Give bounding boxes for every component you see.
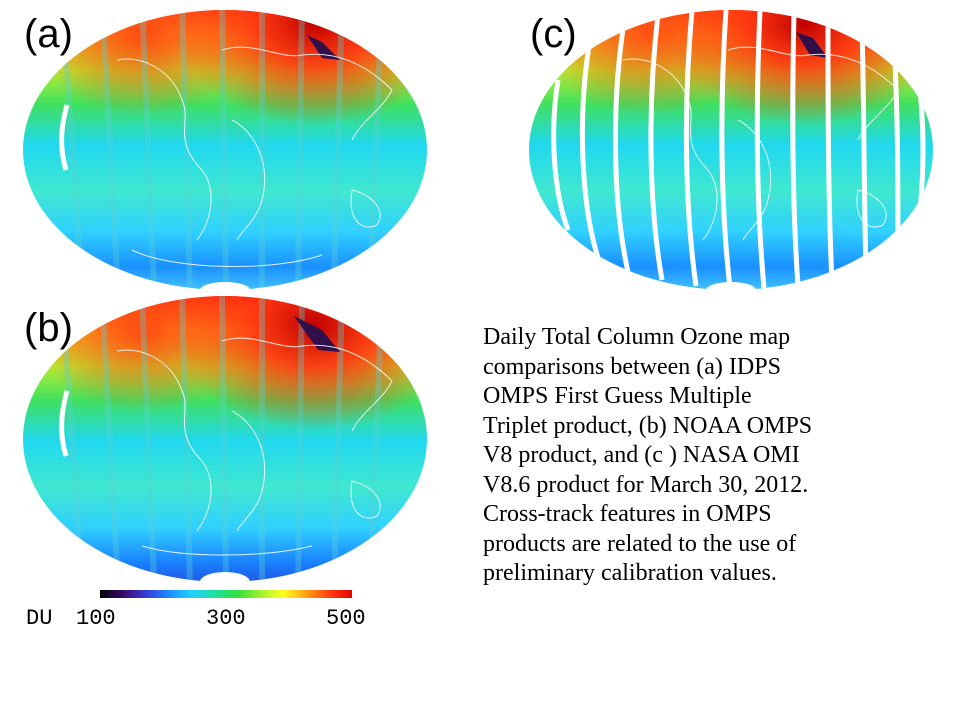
caption-line: comparisons between (a) IDPS bbox=[483, 353, 781, 380]
colorbar-tick-max: 500 bbox=[326, 606, 366, 631]
ozone-map-a bbox=[23, 10, 427, 290]
caption-line: products are related to the use of bbox=[483, 530, 797, 557]
caption-line: Cross-track features in OMPS bbox=[483, 501, 772, 527]
colorbar-tick-mid: 300 bbox=[206, 606, 246, 631]
colorbar-unit-label: DU bbox=[26, 606, 53, 631]
panel-c-label: (c) bbox=[530, 12, 577, 56]
caption-line: Triplet product, (b) NOAA OMPS bbox=[483, 412, 813, 439]
panel-a-label: (a) bbox=[24, 12, 73, 56]
caption-line: Daily Total Column Ozone map bbox=[483, 324, 791, 350]
colorbar bbox=[100, 590, 352, 598]
panel-b-label: (b) bbox=[24, 306, 73, 350]
figure-caption: Daily Total Column Ozone map comparisons… bbox=[483, 323, 933, 589]
caption-line: V8 product, and (c ) NASA OMI bbox=[483, 442, 800, 468]
caption-line: OMPS First Guess Multiple bbox=[483, 383, 752, 409]
ozone-map-c bbox=[529, 10, 933, 290]
caption-line: preliminary calibration values. bbox=[483, 560, 777, 586]
colorbar-tick-min: 100 bbox=[76, 606, 116, 631]
ozone-map-b bbox=[23, 296, 427, 586]
caption-line: V8.6 product for March 30, 2012. bbox=[483, 471, 809, 498]
colorbar-tick-labels: DU 100 300 500 bbox=[26, 606, 386, 636]
